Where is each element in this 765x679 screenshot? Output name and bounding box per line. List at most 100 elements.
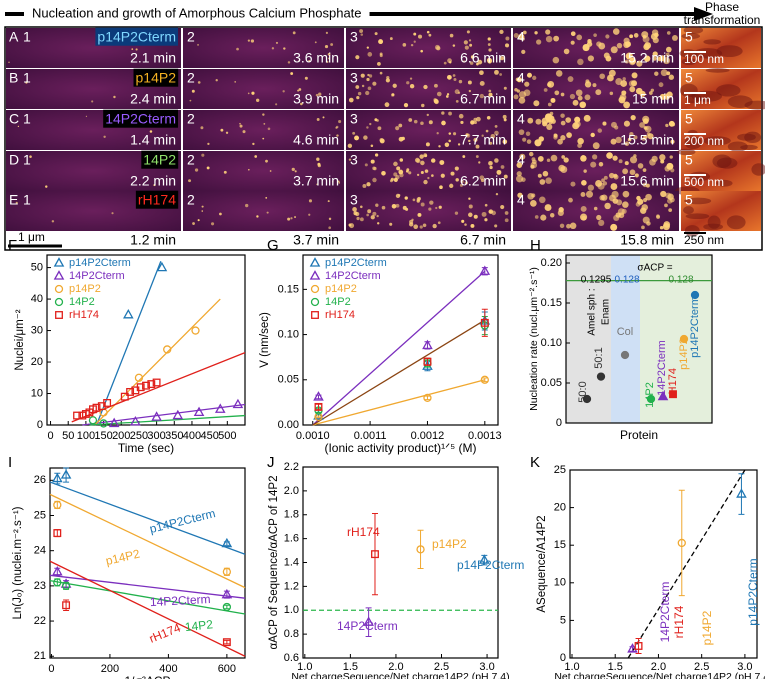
y-tick-label: 22 — [34, 615, 46, 627]
annotation: 0.128 — [614, 275, 639, 286]
y-tick-label: 26 — [34, 474, 46, 486]
time-label: 7.7 min — [460, 132, 506, 148]
micrograph — [513, 191, 679, 231]
particle — [531, 193, 536, 198]
time-label: 6.6 min — [460, 50, 506, 66]
marker — [53, 500, 62, 510]
particle — [652, 51, 658, 57]
particle — [316, 118, 320, 121]
crystal-texture — [681, 33, 700, 40]
particle — [420, 171, 424, 175]
particle — [423, 179, 428, 185]
particle — [220, 128, 224, 132]
particle — [645, 193, 652, 201]
particle — [665, 52, 670, 57]
particle — [642, 182, 648, 188]
particle — [348, 158, 352, 161]
fit-line — [49, 579, 246, 615]
series-label: 14P2 — [184, 617, 214, 634]
particle — [378, 39, 384, 45]
particle — [294, 170, 297, 173]
y-tick-label: 15 — [554, 539, 566, 551]
particle — [29, 155, 32, 158]
marker — [172, 409, 184, 420]
particle — [664, 94, 670, 100]
particle — [338, 182, 341, 184]
marker — [221, 588, 233, 599]
particle — [630, 115, 636, 121]
legend-label: 14P2 — [69, 296, 95, 308]
particle — [668, 120, 675, 127]
particle — [467, 80, 472, 85]
micrograph — [346, 69, 511, 109]
particle — [643, 43, 650, 51]
y-tick-label: 0.05 — [541, 377, 562, 389]
particle — [534, 139, 542, 147]
y-tick-label: 25 — [34, 509, 46, 521]
error-bar — [738, 473, 745, 515]
particle — [468, 39, 472, 42]
particle — [200, 126, 204, 130]
time-label: 3.7 min — [293, 232, 339, 248]
panel-letter: F — [8, 237, 17, 254]
marker — [627, 643, 638, 653]
protein-label: 14P2Cterm — [105, 111, 176, 127]
particle — [265, 196, 268, 199]
particle — [436, 132, 439, 135]
particle — [596, 41, 602, 47]
frame-number: 2 — [187, 152, 195, 168]
particle — [489, 141, 493, 145]
particle — [554, 90, 560, 96]
particle — [252, 142, 255, 146]
marker — [313, 410, 324, 420]
particle — [352, 131, 356, 135]
particle — [570, 40, 575, 45]
particle — [197, 219, 200, 222]
y-tick-label: 0.15 — [541, 297, 562, 309]
particle — [362, 184, 367, 188]
particle — [149, 130, 153, 133]
particle — [287, 61, 291, 64]
protein-label: rH174 — [138, 192, 176, 208]
error-bar — [365, 607, 372, 638]
particle — [413, 119, 418, 124]
scale-label: 1 μm — [18, 230, 45, 244]
particle — [201, 210, 204, 212]
particle — [135, 48, 138, 51]
particle — [398, 169, 404, 175]
x-tick-label: 1.0 — [297, 661, 312, 673]
x-tick-label: 0.0013 — [468, 430, 502, 442]
particle — [601, 178, 605, 183]
particle — [526, 139, 532, 144]
particle — [348, 97, 354, 103]
particle — [635, 87, 643, 95]
y-tick-label: 23 — [34, 580, 46, 592]
particle — [266, 211, 269, 214]
particle — [570, 181, 576, 187]
particle — [113, 95, 116, 99]
particle — [393, 177, 398, 182]
x-tick-label: 3.0 — [737, 661, 752, 673]
particle — [610, 183, 618, 190]
particle — [427, 176, 430, 180]
particle — [422, 223, 427, 228]
scale-label: 100 nm — [684, 52, 724, 66]
x-axis-label: Protein — [620, 428, 658, 442]
particle — [426, 30, 430, 34]
error-bar — [424, 395, 431, 401]
particle — [188, 179, 192, 183]
particle — [360, 73, 365, 78]
particle — [370, 159, 375, 164]
particle — [464, 45, 469, 50]
particle — [532, 75, 537, 80]
marker — [222, 602, 232, 612]
particle — [206, 166, 210, 170]
particle — [538, 196, 546, 204]
particle — [623, 37, 630, 44]
marker — [309, 270, 321, 280]
protein-label-bg — [95, 27, 178, 46]
particle — [599, 195, 605, 201]
particle — [656, 214, 660, 218]
panel-letter: K — [530, 454, 540, 471]
particle — [633, 135, 638, 140]
